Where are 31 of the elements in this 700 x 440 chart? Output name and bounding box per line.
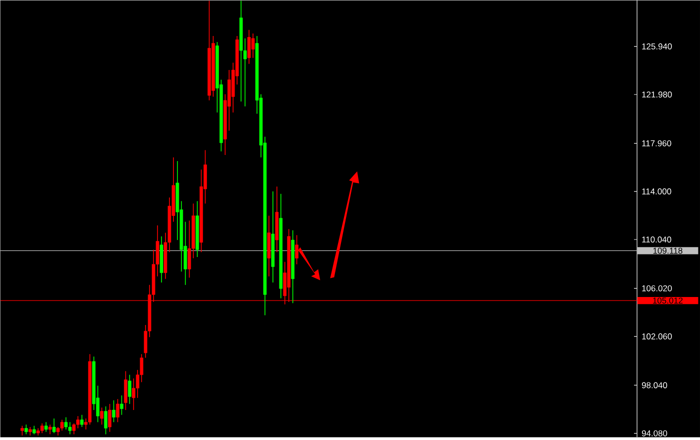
candlestick: [44, 422, 48, 432]
ref-line-label: 109.118: [653, 248, 682, 254]
candlestick: [24, 424, 28, 435]
y-tick-label: 98.040: [642, 382, 668, 388]
y-tick-label: 121.980: [642, 92, 672, 98]
candlestick: [112, 400, 116, 423]
y-tick-label: 102.060: [642, 334, 672, 340]
candlestick: [52, 418, 56, 434]
candlestick: [251, 33, 255, 58]
candlestick: [40, 423, 44, 434]
candlestick: [120, 395, 124, 416]
y-tick-label: 114.000: [642, 188, 672, 195]
candlestick: [64, 417, 68, 430]
y-tick-label: 94.080: [642, 430, 668, 436]
y-tick-label: 117.960: [642, 140, 672, 146]
candlestick: [20, 426, 24, 436]
candlestick: [80, 414, 84, 428]
ref-line-label: 105.012: [653, 298, 683, 304]
candlestick: [48, 424, 52, 435]
candlestick: [108, 404, 112, 432]
candlestick: [128, 374, 132, 405]
candlestick: [116, 398, 120, 423]
y-tick-label: 106.020: [642, 286, 672, 292]
candlestick: [247, 30, 251, 64]
candlestick: [100, 407, 104, 426]
y-tick-label: 125.940: [642, 44, 672, 50]
y-tick-label: 110.040: [642, 236, 672, 243]
candlestick: [124, 370, 128, 411]
candlestick: [104, 406, 108, 435]
candlestick: [60, 419, 64, 432]
candlestick: [68, 422, 72, 435]
